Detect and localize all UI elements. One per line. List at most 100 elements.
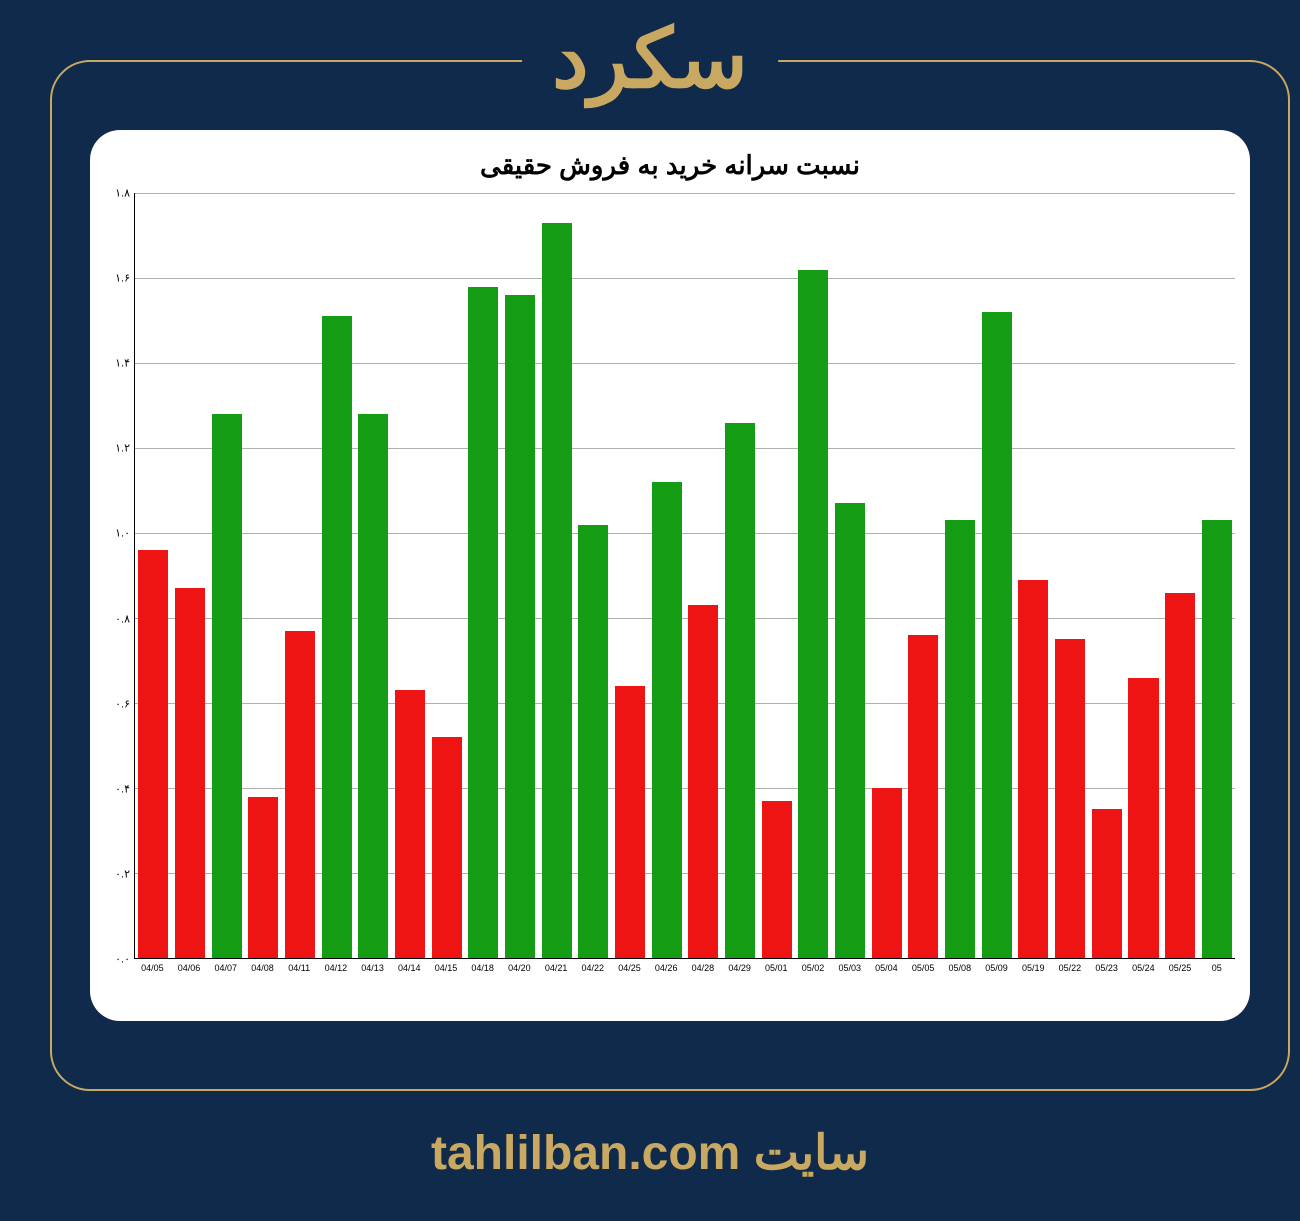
bar [945,520,975,958]
bar-slot [942,193,979,958]
x-tick-label: 05/24 [1125,959,1162,984]
bar [798,270,828,959]
bar-slot [1198,193,1235,958]
x-tick-label: 04/11 [281,959,318,984]
bar [615,686,645,958]
x-tick-label: 04/18 [464,959,501,984]
x-tick-label: 05/04 [868,959,905,984]
x-tick-label: 04/26 [648,959,685,984]
x-tick-label: 04/07 [207,959,244,984]
bar [1018,580,1048,958]
plot-region [134,193,1235,959]
y-tick-label: ۱.۲ [115,442,130,455]
bar [982,312,1012,958]
bar-slot [978,193,1015,958]
bar-slot [1125,193,1162,958]
bar-slot [538,193,575,958]
x-tick-label: 05/05 [905,959,942,984]
bar [908,635,938,958]
y-tick-label: ۰.۸ [115,612,130,625]
bar [1165,593,1195,959]
bar-slot [575,193,612,958]
x-tick-label: 05/08 [941,959,978,984]
bar [138,550,168,958]
x-tick-label: 04/28 [685,959,722,984]
bar-slot [392,193,429,958]
bar [762,801,792,958]
bar-slot [868,193,905,958]
y-tick-label: ۱.۴ [115,357,130,370]
y-tick-label: ۰.۲ [115,867,130,880]
x-tick-label: 05/09 [978,959,1015,984]
bar [468,287,498,959]
x-tick-label: 04/14 [391,959,428,984]
x-tick-label: 05/22 [1052,959,1089,984]
x-tick-label: 04/22 [574,959,611,984]
bar [175,588,205,958]
bar-slot [1052,193,1089,958]
bar [1092,809,1122,958]
y-tick-label: ۱.۸ [115,187,130,200]
bar-slot [428,193,465,958]
bar [542,223,572,958]
bar-slot [502,193,539,958]
x-tick-label: 05/03 [831,959,868,984]
bar-slot [1162,193,1199,958]
bar-slot [905,193,942,958]
x-tick-label: 05 [1198,959,1235,984]
bar-slot [172,193,209,958]
y-tick-label: ۱.۶ [115,272,130,285]
chart-card: نسبت سرانه خرید به فروش حقیقی ۰.۰ ۰.۲ ۰.۴ ۰… [90,130,1250,1021]
bar-slot [208,193,245,958]
bar [1055,639,1085,958]
y-axis: ۰.۰۰.۲۰.۴۰.۶۰.۸۱.۰۱.۲۱.۴۱.۶۱.۸ [100,193,134,959]
bar-slot [282,193,319,958]
y-tick-label: ۱.۰ [115,527,130,540]
chart-title: نسبت سرانه خرید به فروش حقیقی [100,150,1240,181]
bars-container [135,193,1235,958]
x-tick-label: 04/08 [244,959,281,984]
y-tick-label: ۰.۶ [115,697,130,710]
bar [395,690,425,958]
x-tick-label: 04/20 [501,959,538,984]
x-tick-label: 05/25 [1162,959,1199,984]
x-tick-label: 04/21 [538,959,575,984]
bar-slot [685,193,722,958]
bar-slot [135,193,172,958]
bar [322,316,352,958]
bar [578,525,608,959]
bar [835,503,865,958]
bar [688,605,718,958]
bar-slot [465,193,502,958]
bar-slot [648,193,685,958]
y-tick-label: ۰.۴ [115,782,130,795]
bar-slot [318,193,355,958]
bar-slot [612,193,649,958]
bar [1128,678,1158,959]
bar [212,414,242,958]
bar-slot [1088,193,1125,958]
x-tick-label: 04/15 [428,959,465,984]
bar-slot [722,193,759,958]
bar-slot [795,193,832,958]
x-tick-label: 04/05 [134,959,171,984]
bar [725,423,755,959]
x-tick-label: 04/29 [721,959,758,984]
x-tick-label: 05/02 [795,959,832,984]
bar [652,482,682,958]
footer-text: سایت tahlilban.com [431,1125,869,1181]
x-axis: 04/0504/0604/0704/0804/1104/1204/1304/14… [134,959,1235,984]
bar [432,737,462,958]
bar [505,295,535,958]
x-tick-label: 04/12 [318,959,355,984]
x-tick-label: 04/13 [354,959,391,984]
header-title: سکرد [522,12,778,107]
x-tick-label: 05/19 [1015,959,1052,984]
bar [1202,520,1232,958]
bar [872,788,902,958]
chart-area: ۰.۰۰.۲۰.۴۰.۶۰.۸۱.۰۱.۲۱.۴۱.۶۱.۸ 04/0504/0… [100,193,1240,984]
bar [248,797,278,959]
y-tick-label: ۰.۰ [115,953,130,966]
bar-slot [832,193,869,958]
bar-slot [1015,193,1052,958]
